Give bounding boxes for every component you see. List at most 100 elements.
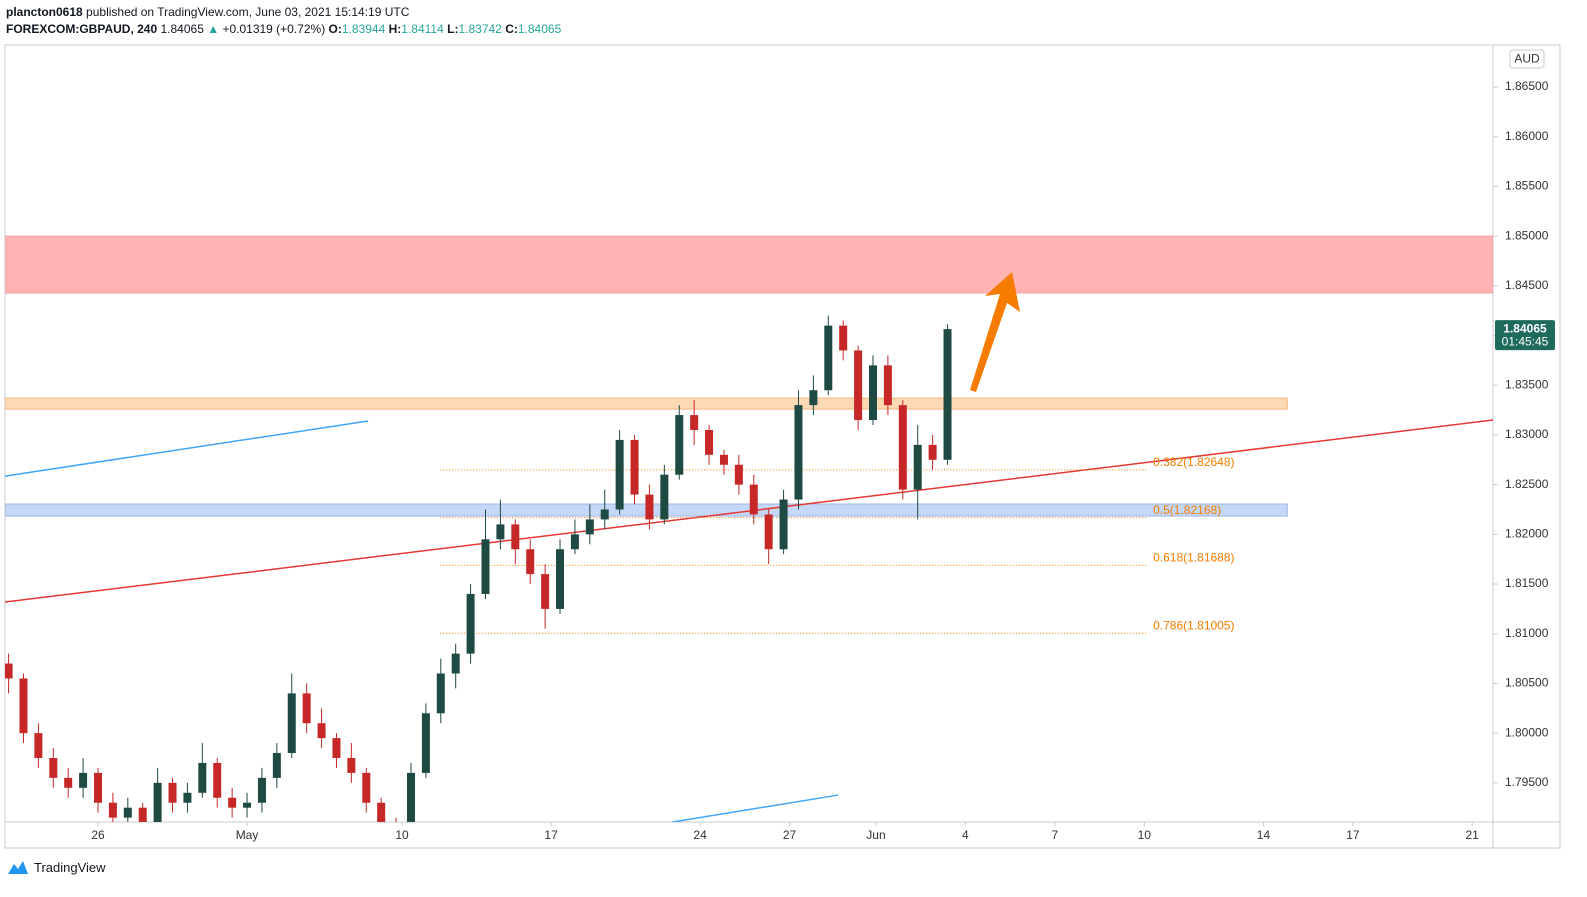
candle-body: [5, 663, 13, 679]
candle-body: [690, 415, 699, 430]
x-tick-label: May: [236, 828, 259, 842]
candle-body: [213, 762, 222, 798]
y-tick-label: 1.81000: [1505, 626, 1549, 640]
logo: [8, 861, 28, 874]
candle-body: [615, 439, 624, 510]
brand: TradingView: [34, 859, 106, 875]
published: published on TradingView.com, June 03, 2…: [86, 5, 410, 19]
ohlc-label: H:: [388, 22, 402, 36]
candle-body: [898, 405, 907, 490]
up-arrow: ▲: [207, 22, 220, 36]
y-tick-label: 1.85000: [1505, 228, 1549, 242]
y-tick-label: 1.86500: [1505, 79, 1549, 93]
candle-body: [719, 454, 728, 465]
candle-body: [570, 534, 579, 550]
candle-body: [809, 390, 818, 406]
x-tick-label: 10: [395, 828, 409, 842]
candle-body: [243, 802, 252, 808]
y-tick-label: 1.80000: [1505, 725, 1549, 739]
x-tick-label: 10: [1138, 828, 1152, 842]
candle-body: [451, 653, 460, 674]
candle-body: [749, 484, 758, 515]
x-tick-label: 26: [91, 828, 105, 842]
y-tick-label: 1.86000: [1505, 129, 1549, 143]
symbol: FOREXCOM:GBPAUD, 240: [6, 22, 158, 36]
x-tick-label: 7: [1051, 828, 1058, 842]
x-tick-label: 17: [1346, 828, 1360, 842]
x-tick-label: 17: [544, 828, 558, 842]
header: plancton0618 published on TradingView.co…: [6, 4, 561, 38]
candle-body: [19, 678, 28, 734]
author: plancton0618: [6, 5, 83, 19]
x-tick-label: 14: [1257, 828, 1271, 842]
ohlc-value: 1.83742: [458, 22, 502, 36]
candle-body: [257, 777, 266, 803]
candle-body: [168, 782, 177, 803]
ohlc-value: 1.83944: [341, 22, 386, 36]
trend-line: [5, 419, 1493, 603]
x-tick-label: 24: [693, 828, 707, 842]
y-tick-label: 1.85500: [1505, 179, 1549, 193]
change: +0.01319 (+0.72%): [222, 22, 326, 36]
candle-body: [347, 757, 356, 773]
ohlc-value: 1.84065: [517, 22, 562, 36]
candle-body: [928, 444, 937, 460]
footer: TradingView: [6, 858, 106, 876]
candle-body: [481, 539, 490, 594]
fib-label: 0.382(1.82648): [1153, 455, 1234, 469]
candle-body: [705, 429, 714, 455]
candle-body: [660, 474, 669, 520]
ohlc-label: O:: [328, 22, 342, 36]
candle-body: [824, 325, 833, 391]
trend-line: [5, 420, 369, 477]
ohlc-label: C:: [505, 22, 518, 36]
fib-label: 0.618(1.81688): [1153, 551, 1234, 565]
currency-box: [1509, 49, 1545, 69]
candle-body: [317, 723, 326, 739]
candle-body: [272, 753, 281, 778]
candle-body: [675, 415, 684, 475]
candle-body: [123, 807, 132, 818]
candle-body: [153, 782, 162, 822]
candle-body: [913, 444, 922, 490]
x-tick-label: 4: [962, 828, 969, 842]
trend-line: [671, 794, 839, 822]
candle-body: [839, 325, 848, 351]
candle-body: [138, 807, 147, 822]
candle-body: [600, 509, 609, 520]
price: 1.84065: [160, 22, 204, 36]
candle-body: [79, 772, 88, 788]
candle-body: [406, 772, 415, 822]
y-tick-label: 1.82000: [1505, 527, 1549, 541]
candle-body: [94, 772, 102, 803]
arrow-annotation: [970, 272, 1020, 392]
y-tick-label: 1.79500: [1505, 775, 1549, 789]
y-tick-label: 1.83000: [1505, 427, 1549, 441]
price-badge: [1495, 320, 1555, 351]
frame: [4, 44, 1561, 849]
candle-body: [377, 802, 386, 822]
candle-body: [526, 549, 535, 575]
candle-body: [779, 499, 788, 550]
candle-body: [883, 365, 892, 406]
candle-body: [228, 797, 237, 808]
candle-body: [764, 514, 773, 550]
candle-body: [466, 593, 475, 654]
chart: 0.382(1.82648) 0.5(1.82168) 0.618(1.81688)…: [4, 44, 1561, 849]
zone: [5, 235, 1493, 294]
candle-body: [645, 494, 654, 520]
candle-body: [630, 439, 639, 495]
countdown: 01:45:45: [1502, 334, 1549, 348]
candle-body: [943, 329, 952, 460]
candle-body: [556, 549, 565, 609]
zone: [5, 397, 1288, 410]
candle-body: [734, 464, 743, 485]
candle-body: [511, 524, 520, 550]
plot: 0.382(1.82648) 0.5(1.82168) 0.618(1.81688)…: [5, 235, 1493, 822]
y-tick-label: 1.80500: [1505, 676, 1549, 690]
fib-label: 0.786(1.81005): [1153, 618, 1234, 632]
y-tick-label: 1.83500: [1505, 377, 1549, 391]
candle-body: [108, 802, 117, 818]
candle-body: [362, 772, 371, 803]
